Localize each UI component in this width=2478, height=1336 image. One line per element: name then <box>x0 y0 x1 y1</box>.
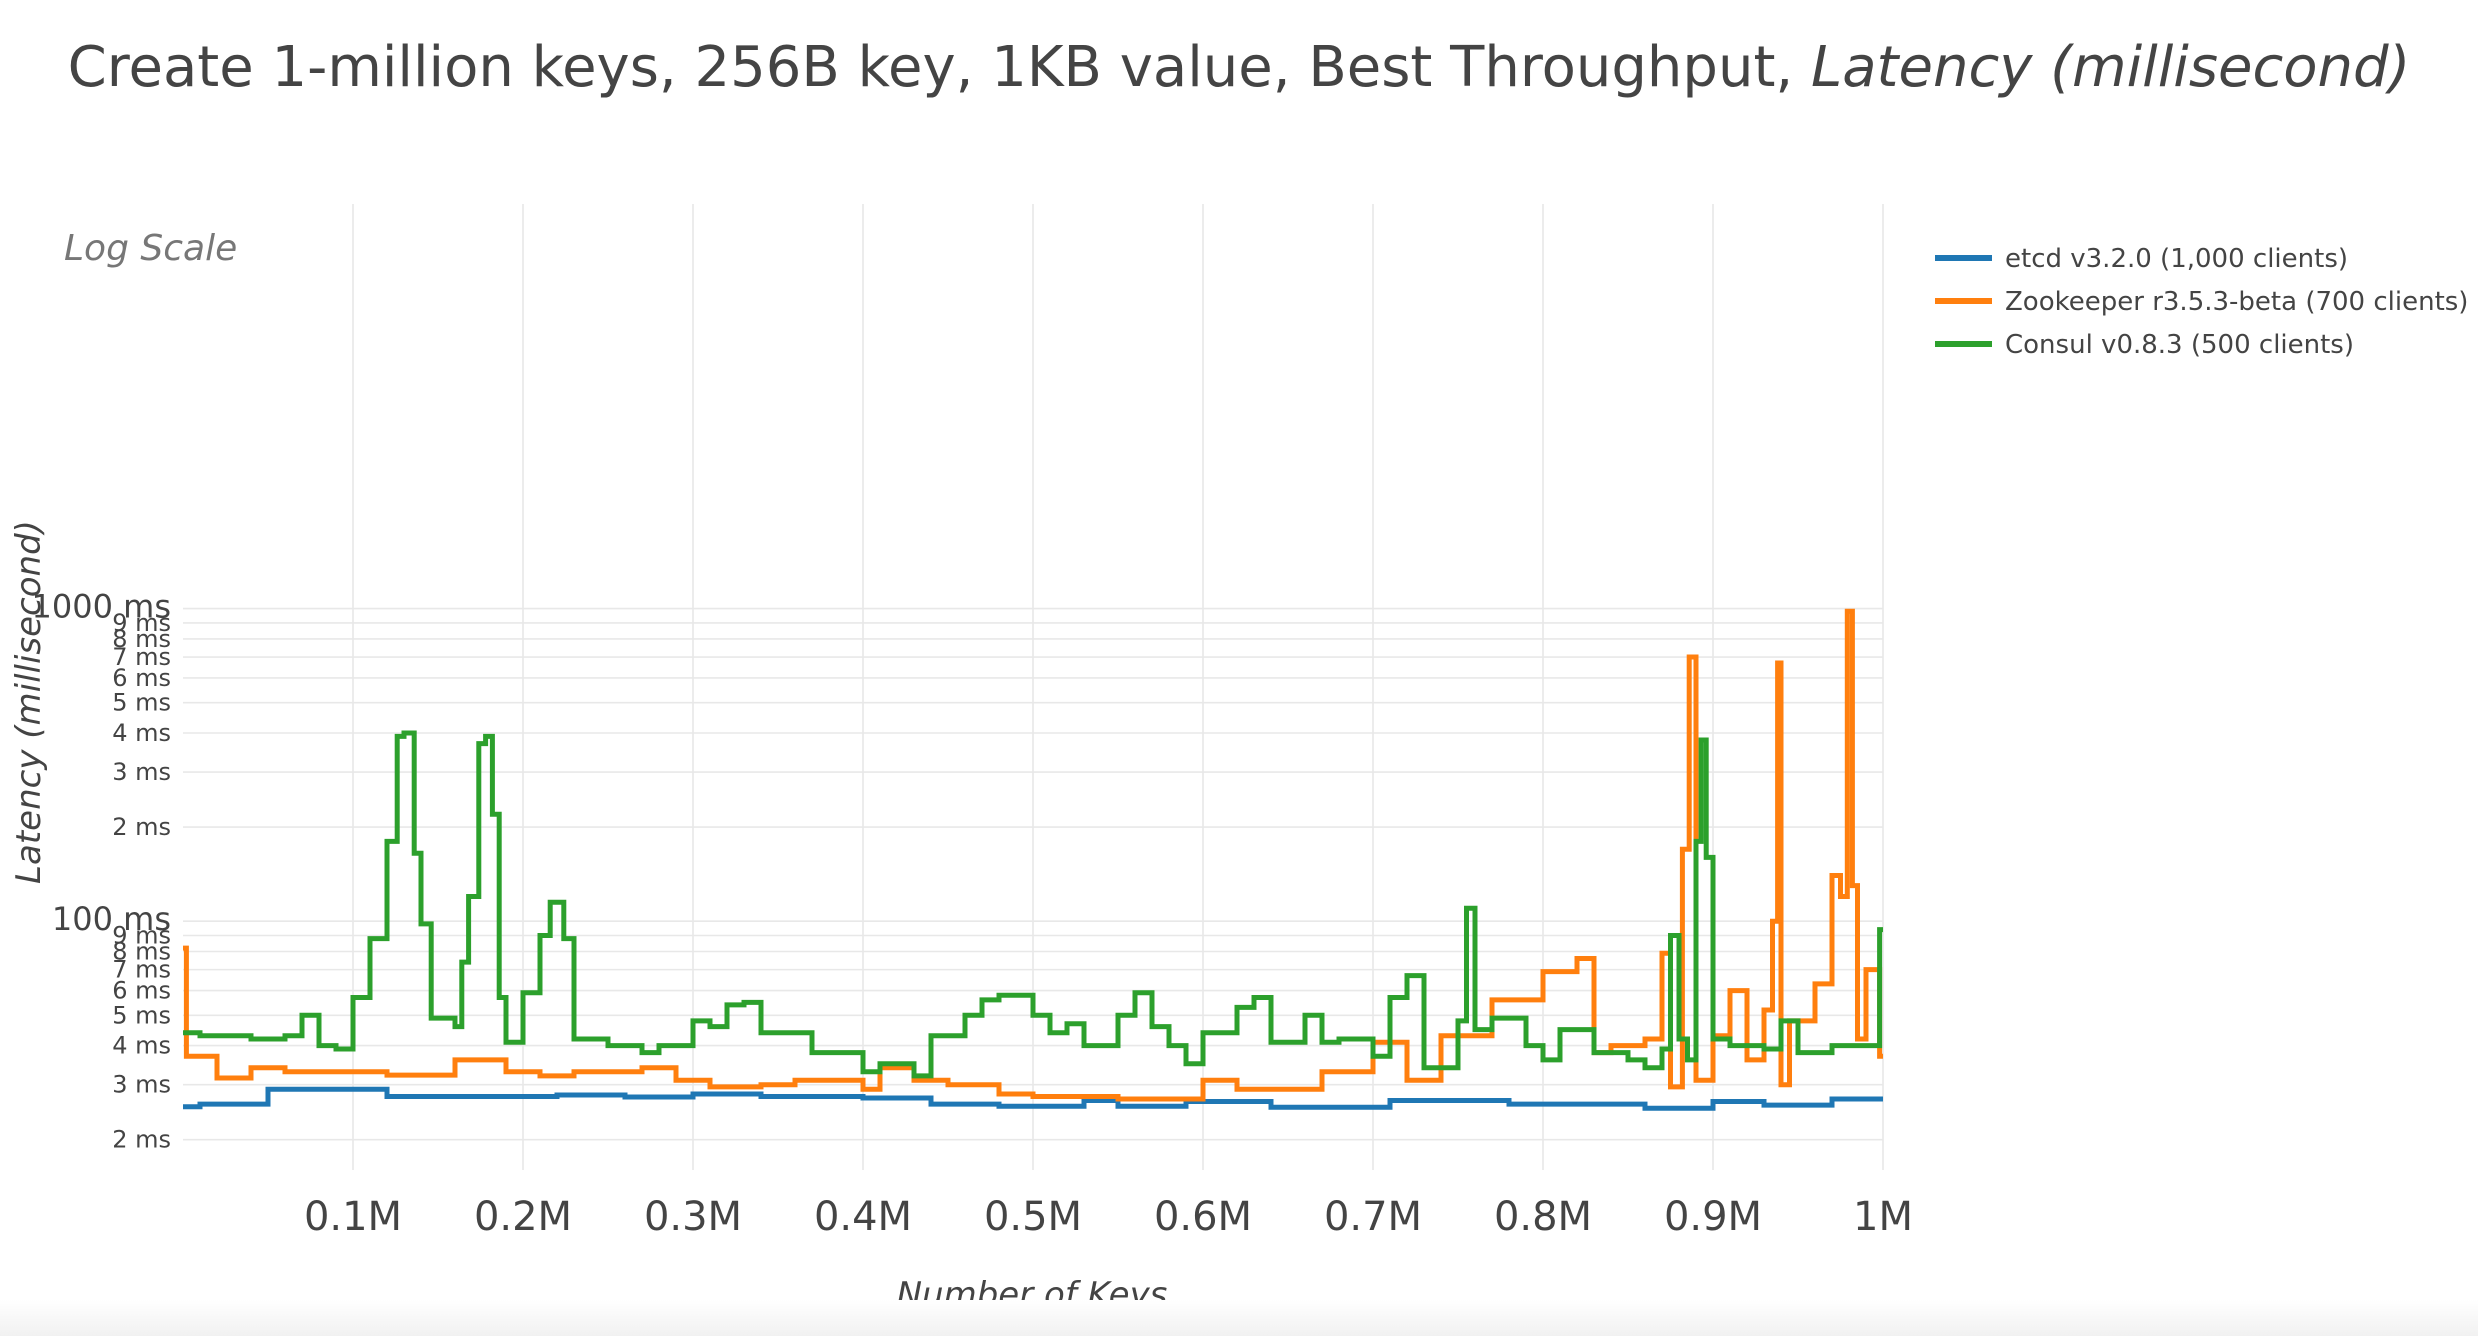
y-tick-label: 100 ms <box>52 900 171 938</box>
series-line-1[interactable] <box>183 608 1883 1102</box>
y-tick-label: 7 ms <box>112 643 171 671</box>
y-tick-label: 8 ms <box>112 938 171 966</box>
y-axis-label: Latency (millisecond) <box>9 520 49 884</box>
x-tick-label: 0.9M <box>1664 1194 1762 1240</box>
y-tick-label: 2 ms <box>112 813 171 841</box>
x-tick-label: 1M <box>1853 1194 1913 1240</box>
series-line-2[interactable] <box>183 730 1883 1079</box>
legend-entry-0[interactable]: etcd v3.2.0 (1,000 clients) <box>2005 244 2348 274</box>
chart-title-italic: Latency (millisecond) <box>1811 35 2410 100</box>
chart-title: Create 1-million keys, 256B key, 1KB val… <box>68 35 2411 100</box>
x-tick-label: 0.7M <box>1324 1194 1422 1240</box>
y-tick-label: 1000 ms <box>32 588 171 626</box>
y-tick-label: 9 ms <box>112 922 171 950</box>
y-tick-label: 6 ms <box>112 664 171 692</box>
x-axis: 0.1M 0.2M 0.3M 0.4M 0.5M 0.6M 0.7M 0.8M 0.9M 1M <box>304 1194 1913 1240</box>
legend[interactable]: etcd v3.2.0 (1,000 clients) Zookeeper r3.… <box>1935 244 2468 360</box>
grid <box>183 204 1884 1170</box>
x-tick-label: 0.1M <box>304 1194 402 1240</box>
y-tick-label: 3 ms <box>112 1071 171 1099</box>
x-tick-label: 0.5M <box>984 1194 1082 1240</box>
y-tick-label: 7 ms <box>112 956 171 984</box>
x-tick-label: 0.3M <box>644 1194 742 1240</box>
y-tick-label: 9 ms <box>112 609 171 637</box>
y-tick-label: 8 ms <box>112 625 171 653</box>
y-tick-label: 6 ms <box>112 977 171 1005</box>
y-tick-label: 3 ms <box>112 758 171 786</box>
legend-entry-2[interactable]: Consul v0.8.3 (500 clients) <box>2005 330 2354 360</box>
plot-area[interactable] <box>183 608 1883 1111</box>
bottom-band <box>0 1300 2478 1336</box>
series-line-0[interactable] <box>183 1086 1883 1111</box>
x-tick-label: 0.8M <box>1494 1194 1592 1240</box>
x-tick-label: 0.6M <box>1154 1194 1252 1240</box>
y-tick-label: 5 ms <box>112 1001 171 1029</box>
legend-entry-1[interactable]: Zookeeper r3.5.3-beta (700 clients) <box>2005 287 2468 317</box>
x-tick-label: 0.4M <box>814 1194 912 1240</box>
x-tick-label: 0.2M <box>474 1194 572 1240</box>
y-tick-label: 4 ms <box>112 1032 171 1060</box>
log-scale-note: Log Scale <box>64 228 237 269</box>
y-tick-label: 2 ms <box>112 1126 171 1154</box>
y-tick-label: 5 ms <box>112 689 171 717</box>
y-tick-label: 4 ms <box>112 719 171 747</box>
